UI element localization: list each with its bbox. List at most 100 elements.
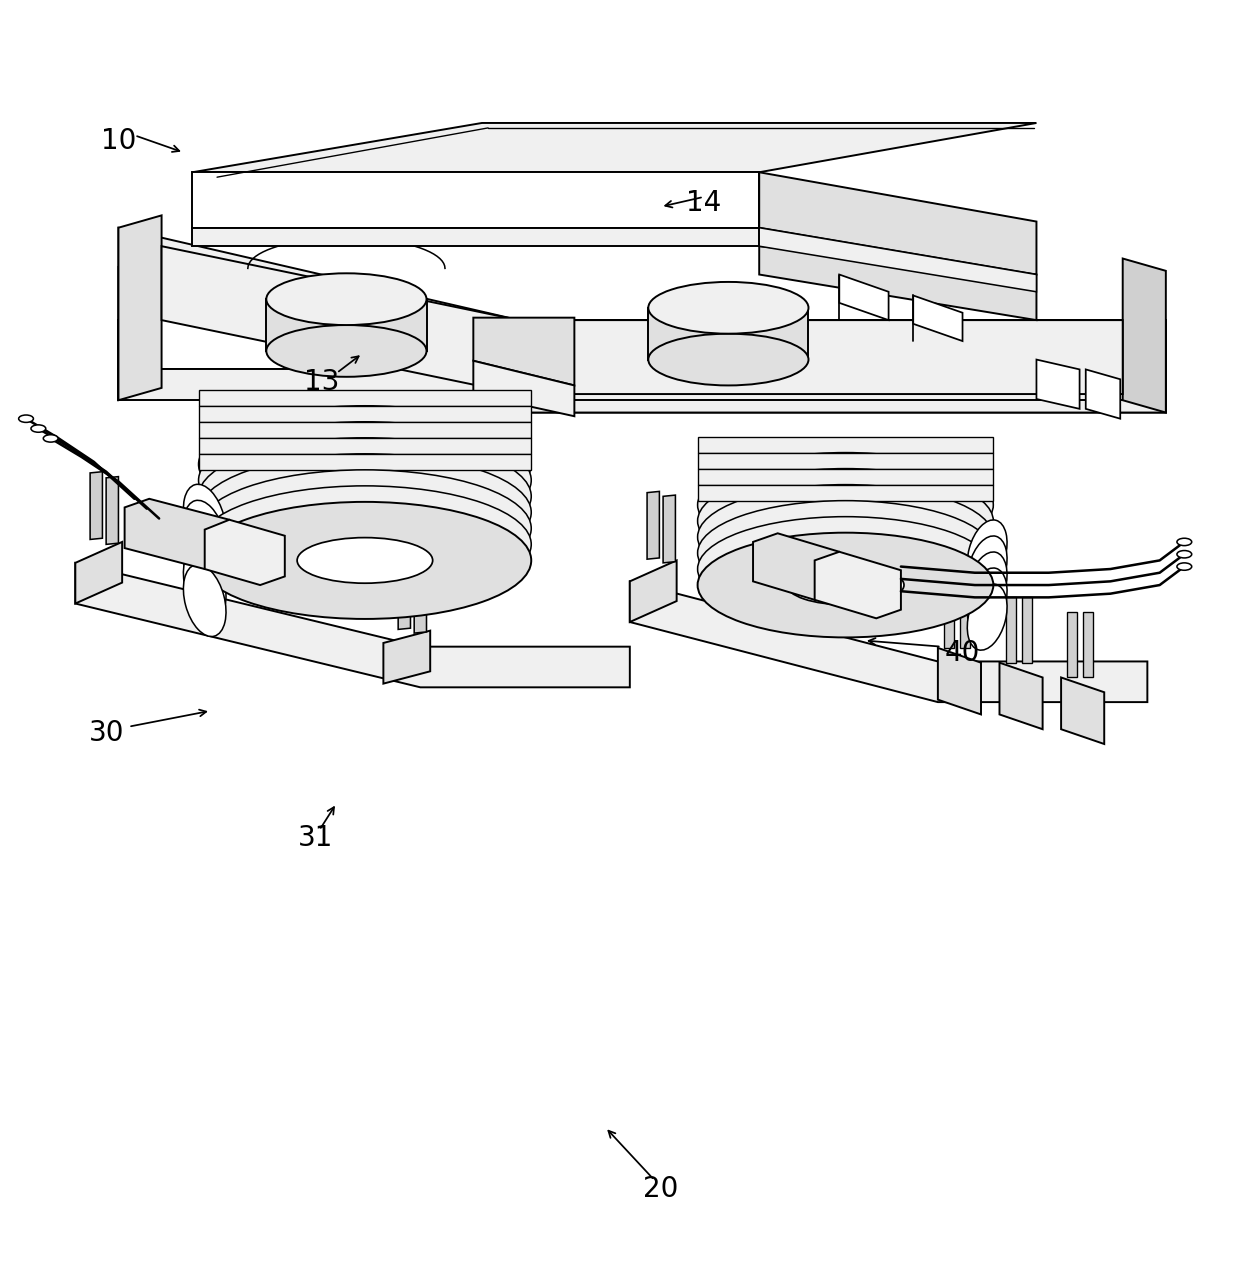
Polygon shape [106,477,119,544]
Ellipse shape [298,442,432,487]
Ellipse shape [183,548,226,620]
Polygon shape [698,452,993,469]
Ellipse shape [648,333,809,386]
Polygon shape [1086,369,1120,419]
Polygon shape [760,246,1036,320]
Ellipse shape [967,567,1007,634]
Ellipse shape [183,565,226,637]
Polygon shape [75,562,630,688]
Ellipse shape [967,584,1007,651]
Polygon shape [414,565,426,633]
Ellipse shape [199,485,531,603]
Ellipse shape [298,457,432,503]
Polygon shape [90,471,103,539]
Polygon shape [119,268,1166,412]
Polygon shape [125,498,230,569]
Polygon shape [815,552,900,619]
Polygon shape [1083,612,1093,678]
Ellipse shape [1177,538,1192,546]
Polygon shape [193,172,760,228]
Ellipse shape [298,474,432,519]
Ellipse shape [698,501,993,606]
Polygon shape [1005,597,1015,662]
Ellipse shape [698,484,993,589]
Ellipse shape [1177,562,1192,570]
Ellipse shape [787,501,904,541]
Text: 10: 10 [101,127,136,155]
Polygon shape [199,389,531,406]
Ellipse shape [698,533,993,638]
Polygon shape [913,296,962,341]
Polygon shape [760,228,1036,292]
Ellipse shape [787,550,904,589]
Ellipse shape [183,501,226,573]
Polygon shape [119,215,162,400]
Ellipse shape [43,434,58,442]
Polygon shape [199,421,531,438]
Polygon shape [698,437,993,452]
Polygon shape [119,228,1166,412]
Polygon shape [698,469,993,484]
Ellipse shape [267,325,426,377]
Polygon shape [193,123,1036,172]
Polygon shape [473,318,574,386]
Ellipse shape [787,565,904,605]
Ellipse shape [967,552,1007,619]
Polygon shape [1061,678,1104,744]
Text: 30: 30 [89,719,124,747]
Ellipse shape [199,502,531,619]
Polygon shape [648,307,809,360]
Polygon shape [398,561,410,629]
Polygon shape [75,542,122,603]
Polygon shape [1021,597,1031,662]
Polygon shape [960,583,969,648]
Ellipse shape [787,533,904,573]
Ellipse shape [199,406,531,523]
Polygon shape [663,494,676,562]
Ellipse shape [967,520,1007,587]
Polygon shape [647,492,659,560]
Ellipse shape [698,452,993,557]
Ellipse shape [298,538,432,583]
Polygon shape [473,361,574,416]
Ellipse shape [199,470,531,587]
Ellipse shape [1177,551,1192,559]
Ellipse shape [787,518,904,557]
Polygon shape [199,406,531,421]
Polygon shape [1067,612,1077,678]
Ellipse shape [183,516,226,588]
Polygon shape [753,533,840,600]
Polygon shape [999,662,1042,729]
Ellipse shape [648,282,809,333]
Polygon shape [937,648,981,715]
Polygon shape [630,560,677,623]
Polygon shape [1123,259,1166,412]
Polygon shape [199,453,531,470]
Polygon shape [267,300,426,351]
Text: 13: 13 [304,368,340,396]
Ellipse shape [698,469,993,574]
Polygon shape [119,369,1166,400]
Polygon shape [383,630,430,684]
Ellipse shape [967,535,1007,602]
Text: 20: 20 [643,1175,678,1203]
Polygon shape [199,438,531,453]
Text: 40: 40 [945,639,981,667]
Polygon shape [119,320,1166,369]
Polygon shape [944,583,953,648]
Polygon shape [162,246,1123,395]
Polygon shape [193,228,760,246]
Polygon shape [630,582,1147,702]
Ellipse shape [298,489,432,535]
Text: 14: 14 [687,190,721,216]
Ellipse shape [31,425,46,432]
Polygon shape [205,520,285,585]
Ellipse shape [298,521,432,567]
Ellipse shape [19,415,33,423]
Ellipse shape [199,421,531,539]
Polygon shape [698,484,993,501]
Ellipse shape [183,484,226,556]
Ellipse shape [698,516,993,621]
Ellipse shape [199,438,531,555]
Polygon shape [760,172,1036,274]
